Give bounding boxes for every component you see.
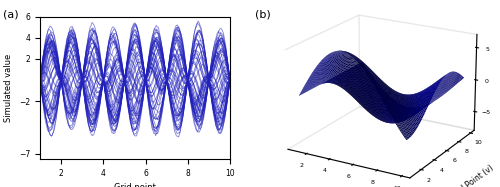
Text: (a): (a) bbox=[2, 9, 18, 19]
Y-axis label: Simulated value: Simulated value bbox=[4, 54, 14, 122]
Text: (b): (b) bbox=[255, 9, 271, 19]
Y-axis label: Grid Point (v): Grid Point (v) bbox=[450, 164, 496, 187]
X-axis label: Grid point: Grid point bbox=[114, 183, 156, 187]
